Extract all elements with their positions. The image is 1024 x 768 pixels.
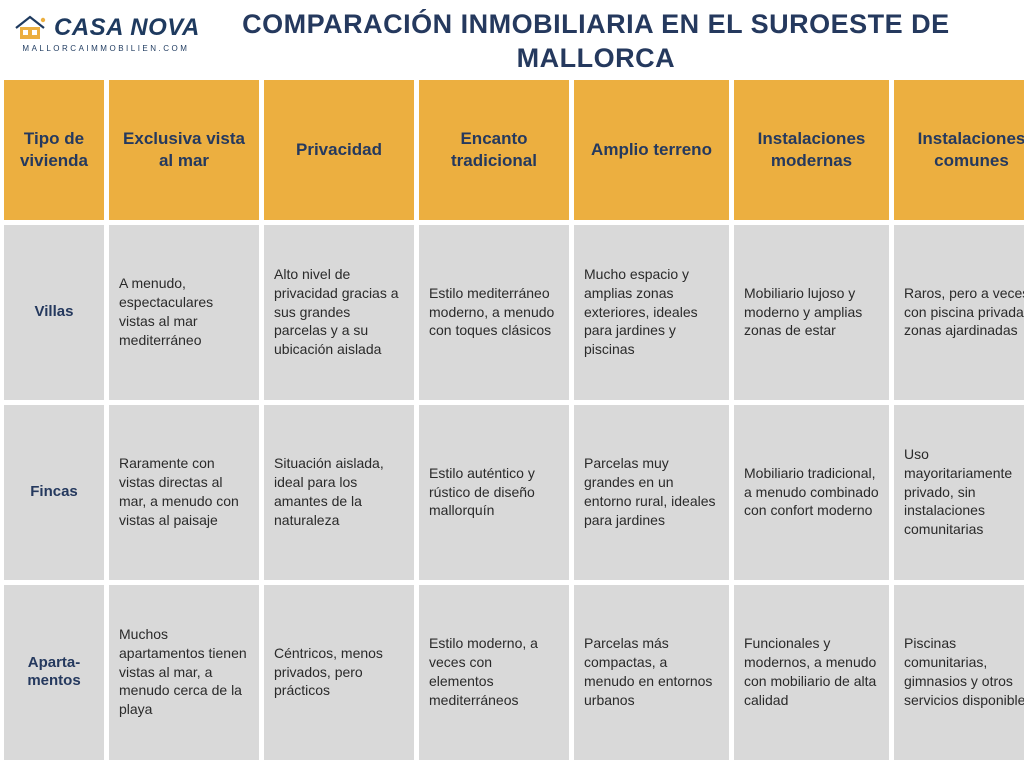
table-cell: Céntricos, menos privados, pero práctico… <box>264 585 414 760</box>
row-label: Villas <box>4 225 104 400</box>
col-header: Privacidad <box>264 80 414 220</box>
table-cell: Situación aislada, ideal para los amante… <box>264 405 414 580</box>
logo-brand: CASA NOVA <box>54 14 200 42</box>
table-cell: Uso mayoritariamente privado, sin instal… <box>894 405 1024 580</box>
table-cell: Raros, pero a veces con piscina privada … <box>894 225 1024 400</box>
col-header: Exclusiva vista al mar <box>109 80 259 220</box>
logo-row: CASA NOVA <box>12 14 200 42</box>
table-cell: Mobiliario tradicional, a menudo combina… <box>734 405 889 580</box>
col-header: Encanto tradicional <box>419 80 569 220</box>
table-cell: Muchos apartamentos tienen vistas al mar… <box>109 585 259 760</box>
table-cell: Piscinas comunitarias, gimnasios y otros… <box>894 585 1024 760</box>
table-cell: Estilo auténtico y rústico de diseño mal… <box>419 405 569 580</box>
comparison-table: Tipo de vivienda Exclusiva vista al mar … <box>0 80 1024 760</box>
table-cell: Alto nivel de privacidad gracias a sus g… <box>264 225 414 400</box>
col-header: Instalaciones comunes <box>894 80 1024 220</box>
table-cell: Parcelas muy grandes en un entorno rural… <box>574 405 729 580</box>
col-header: Instalaciones modernas <box>734 80 889 220</box>
header: CASA NOVA MALLORCAIMMOBILIEN.COM COMPARA… <box>0 0 1024 80</box>
table-cell: Estilo mediterráneo moderno, a menudo co… <box>419 225 569 400</box>
house-icon <box>12 14 48 42</box>
table-cell: A menudo, espectaculares vistas al mar m… <box>109 225 259 400</box>
col-header: Tipo de vivienda <box>4 80 104 220</box>
row-label: Aparta-mentos <box>4 585 104 760</box>
table-cell: Estilo moderno, a veces con elementos me… <box>419 585 569 760</box>
page-title: COMPARACIÓN INMOBILIARIA EN EL SUROESTE … <box>220 8 1012 76</box>
col-header: Amplio terreno <box>574 80 729 220</box>
table-cell: Mucho espacio y amplias zonas exteriores… <box>574 225 729 400</box>
table-cell: Parcelas más compactas, a menudo en ento… <box>574 585 729 760</box>
logo-subtitle: MALLORCAIMMOBILIEN.COM <box>22 44 189 53</box>
row-label: Fincas <box>4 405 104 580</box>
table-cell: Funcionales y modernos, a menudo con mob… <box>734 585 889 760</box>
table-cell: Mobiliario lujoso y moderno y amplias zo… <box>734 225 889 400</box>
logo: CASA NOVA MALLORCAIMMOBILIEN.COM <box>12 8 200 53</box>
table-cell: Raramente con vistas directas al mar, a … <box>109 405 259 580</box>
